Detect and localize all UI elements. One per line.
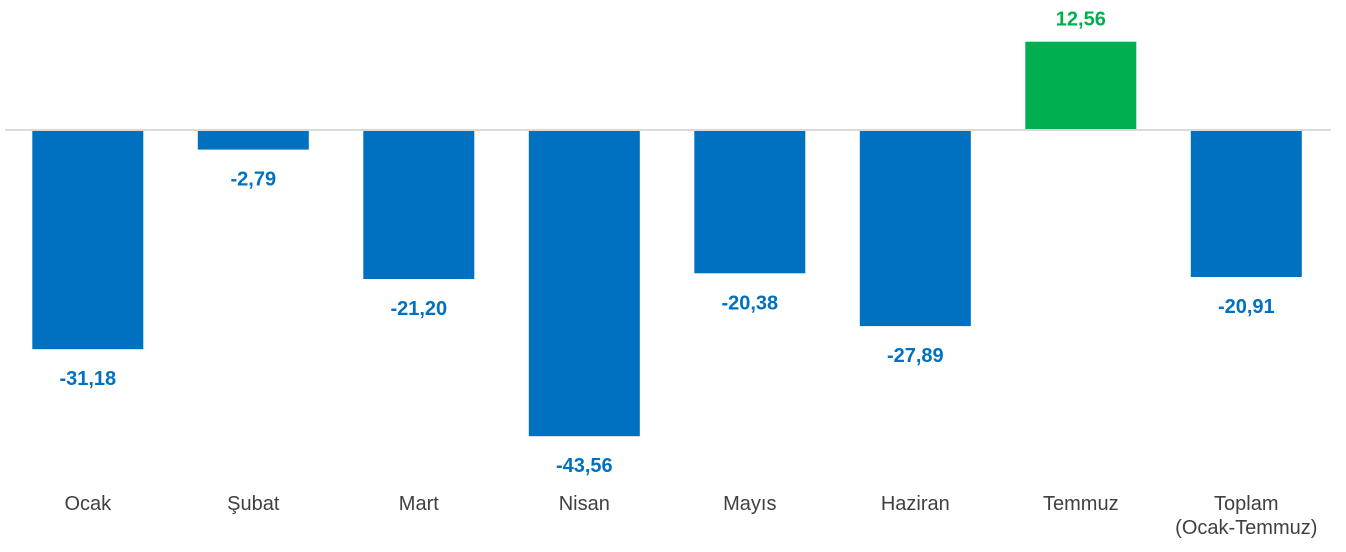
data-label: -20,38 [721, 292, 778, 314]
bar [694, 130, 805, 273]
category-labels-group: Ocak Şubat Mart Nisan Mayıs Haziran Temmuz Topl… [64, 493, 1317, 539]
data-label: -21,20 [390, 298, 447, 320]
category-label: Şubat [227, 493, 280, 515]
bar [363, 130, 474, 279]
bar [198, 130, 309, 150]
bar [32, 130, 143, 349]
bar [529, 130, 640, 436]
bar [860, 130, 971, 326]
category-label: Haziran [881, 493, 950, 515]
data-label: -43,56 [556, 455, 613, 477]
bars-group [32, 42, 1302, 437]
category-label: Mart [399, 493, 439, 515]
category-label: Toplam [1214, 493, 1278, 515]
data-label: 12,56 [1056, 9, 1106, 31]
data-label: -20,91 [1218, 296, 1275, 318]
category-label: Mayıs [723, 493, 776, 515]
bar [1025, 42, 1136, 130]
data-label: -2,79 [231, 169, 277, 191]
category-label: Ocak [64, 493, 112, 515]
category-label: (Ocak-Temmuz) [1175, 517, 1317, 539]
data-label: -27,89 [887, 345, 944, 367]
category-label: Nisan [559, 493, 610, 515]
category-label: Temmuz [1043, 493, 1119, 515]
bar [1191, 130, 1302, 277]
data-label: -31,18 [59, 368, 116, 390]
